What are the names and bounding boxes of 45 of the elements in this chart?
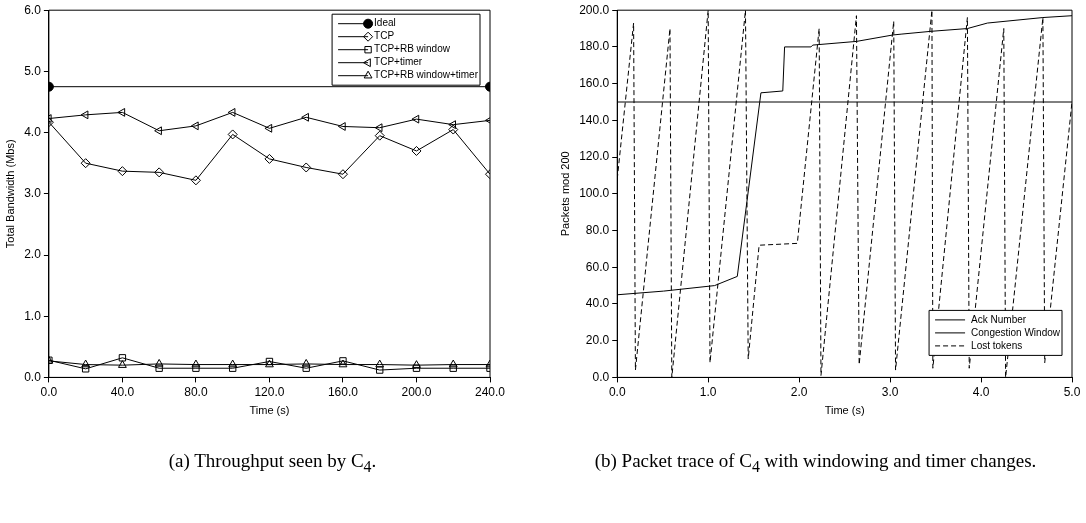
x-tick-label: 120.0 [254,384,285,399]
x-tick-label: 40.0 [110,384,135,399]
legend-label: Congestion Window [971,326,1061,338]
y-tick-label: 0.0 [24,369,42,384]
y-tick-label: 200.0 [579,2,610,17]
x-tick-label: 4.0 [972,384,990,399]
y-tick-label: 3.0 [24,186,42,201]
y-tick-label: 140.0 [579,112,610,127]
x-axis-title: Time (s) [824,404,865,417]
x-tick-label: 80.0 [184,384,208,399]
y-tick-label: 80.0 [585,222,610,237]
y-tick-label: 40.0 [585,296,610,311]
legend-label: TCP+RB window+timer [374,69,479,81]
y-tick-label: 120.0 [579,149,610,164]
x-tick-label: 200.0 [401,384,432,399]
legend-label: Lost tokens [971,339,1023,351]
text: (b) Packet trace of C$_{4}$ with windowing and timer changes. [593,449,1038,477]
y-tick-label: 6.0 [24,2,42,17]
y-tick-label: 100.0 [579,186,610,201]
y-axis-title: Total Bandwidth (Mbs) [3,139,16,249]
y-tick-label: 1.0 [24,308,42,323]
y-tick-label: 5.0 [24,63,42,78]
x-axis-title: Time (s) [249,404,290,417]
legend-label: Ideal [374,17,396,29]
y-tick-label: 0.0 [592,369,610,384]
y-tick-label: 4.0 [24,124,42,139]
x-tick-label: 1.0 [699,384,717,399]
y-tick-label: 160.0 [579,75,610,90]
x-tick-label: 0.0 [608,384,626,399]
y-tick-label: 2.0 [24,247,42,262]
x-tick-label: 5.0 [1063,384,1081,399]
y-axis-title: Packets mod 200 [558,151,571,237]
legend-label: TCP+timer [374,56,423,68]
y-tick-label: 180.0 [579,39,610,54]
x-tick-label: 0.0 [40,384,58,399]
x-tick-label: 160.0 [327,384,359,399]
y-tick-label: 20.0 [585,332,610,347]
x-tick-label: 240.0 [474,384,506,399]
text: (a) Throughput seen by C$_{4}$. [167,449,378,477]
legend-label: TCP [374,30,395,42]
x-tick-label: 3.0 [881,384,899,399]
x-tick-label: 2.0 [790,384,808,399]
legend-label: Ack Number [971,313,1027,325]
legend-label: TCP+RB window [374,43,451,55]
y-tick-label: 60.0 [585,259,610,274]
